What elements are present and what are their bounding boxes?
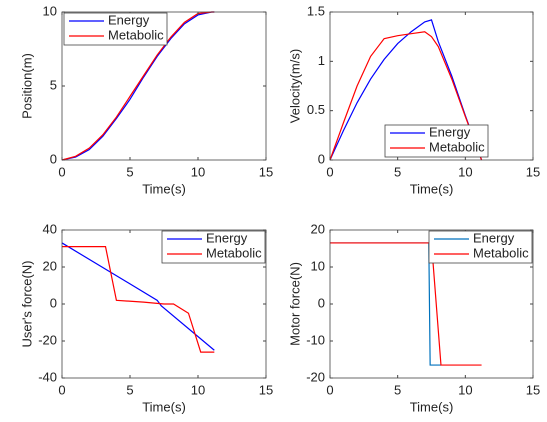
y-tick-label: 0 [318, 295, 325, 310]
x-axis-label: Time(s) [410, 399, 454, 414]
legend-label: Metabolic [429, 139, 485, 154]
x-tick-label: 0 [326, 382, 333, 397]
line-series [330, 242, 482, 366]
legend-box [428, 230, 533, 264]
y-tick-label: 0.5 [307, 102, 325, 117]
legend-label: Metabolic [473, 245, 529, 260]
x-tick-label: 5 [126, 382, 133, 397]
x-axis-label: Time(s) [142, 181, 186, 196]
x-tick-label: 10 [458, 382, 472, 397]
legend-box [384, 124, 489, 158]
x-tick-label: 10 [191, 164, 205, 179]
x-tick-label: 5 [394, 164, 401, 179]
x-axis-label: Time(s) [410, 181, 454, 196]
x-tick-label: 5 [126, 164, 133, 179]
y-tick-label: 40 [43, 221, 57, 236]
legend-label: Metabolic [108, 27, 164, 42]
x-tick-label: 0 [58, 382, 65, 397]
x-tick-label: 15 [526, 164, 540, 179]
y-tick-label: -20 [38, 332, 57, 347]
line-series [329, 31, 483, 161]
y-tick-label: -20 [306, 369, 325, 384]
y-tick-label: 0 [50, 295, 57, 310]
y-tick-label: 0 [50, 151, 57, 166]
line-series [62, 246, 215, 353]
y-tick-label: 10 [43, 3, 57, 18]
y-axis-label: Position(m) [19, 53, 34, 119]
legend-label: Energy [429, 124, 471, 139]
x-tick-label: 5 [394, 382, 401, 397]
x-tick-label: 0 [58, 164, 65, 179]
line-series [329, 19, 483, 161]
legend-label: Energy [108, 12, 150, 27]
axes-frame [329, 11, 534, 161]
x-tick-label: 0 [326, 164, 333, 179]
y-axis-label: Motor force(N) [287, 262, 302, 346]
y-tick-label: 5 [50, 77, 57, 92]
y-tick-label: 20 [43, 258, 57, 273]
x-tick-label: 15 [259, 382, 273, 397]
x-axis-label: Time(s) [142, 399, 186, 414]
y-tick-label: -40 [38, 369, 57, 384]
x-tick-label: 15 [259, 164, 273, 179]
y-tick-label: 0 [318, 151, 325, 166]
y-tick-label: -10 [306, 332, 325, 347]
y-axis-label: User's force(N) [19, 261, 34, 348]
legend-box [161, 230, 266, 264]
x-tick-label: 10 [191, 382, 205, 397]
legend-label: Metabolic [206, 245, 262, 260]
legend-label: Energy [206, 230, 248, 245]
y-tick-label: 10 [311, 258, 325, 273]
y-tick-label: 1 [318, 53, 325, 68]
x-tick-label: 15 [526, 382, 540, 397]
y-tick-label: 20 [311, 221, 325, 236]
legend-box [63, 12, 168, 46]
legend-label: Energy [473, 230, 515, 245]
y-tick-label: 1.5 [307, 3, 325, 18]
x-tick-label: 10 [458, 164, 472, 179]
y-axis-label: Velocity(m/s) [287, 49, 302, 123]
